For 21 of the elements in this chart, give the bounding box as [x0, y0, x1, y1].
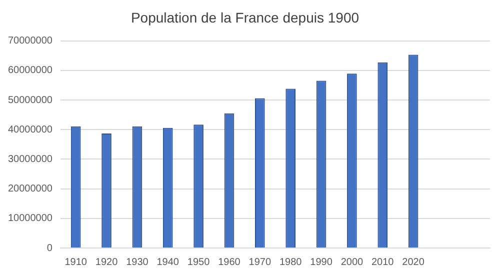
y-tick-label: 0 — [46, 242, 53, 254]
y-tick-label: 30000000 — [8, 154, 53, 165]
y-tick-label: 10000000 — [8, 213, 53, 224]
y-tick-label: 20000000 — [8, 184, 53, 195]
x-tick-label: 1940 — [156, 256, 180, 268]
x-tick-label: 2010 — [372, 256, 394, 268]
x-tick-label: 1950 — [187, 256, 210, 268]
x-tick-label: 2020 — [402, 256, 425, 268]
y-tick-label: 40000000 — [8, 124, 53, 136]
x-tick-label: 1960 — [218, 256, 241, 268]
x-tick-label: 1910 — [64, 256, 88, 268]
x-tick-label: 1990 — [310, 256, 333, 268]
x-tick-label: 2000 — [340, 256, 364, 268]
y-tick-label: 70000000 — [8, 36, 53, 47]
x-tick-label: 1930 — [126, 256, 149, 268]
y-tick-label: 50000000 — [8, 94, 53, 106]
chart-title: Population de la France depuis 1900 — [130, 9, 360, 26]
x-tick-label: 1920 — [95, 256, 118, 268]
x-tick-label: 1980 — [279, 256, 302, 268]
y-tick-label: 60000000 — [8, 65, 53, 76]
x-tick-label: 1970 — [248, 256, 272, 268]
